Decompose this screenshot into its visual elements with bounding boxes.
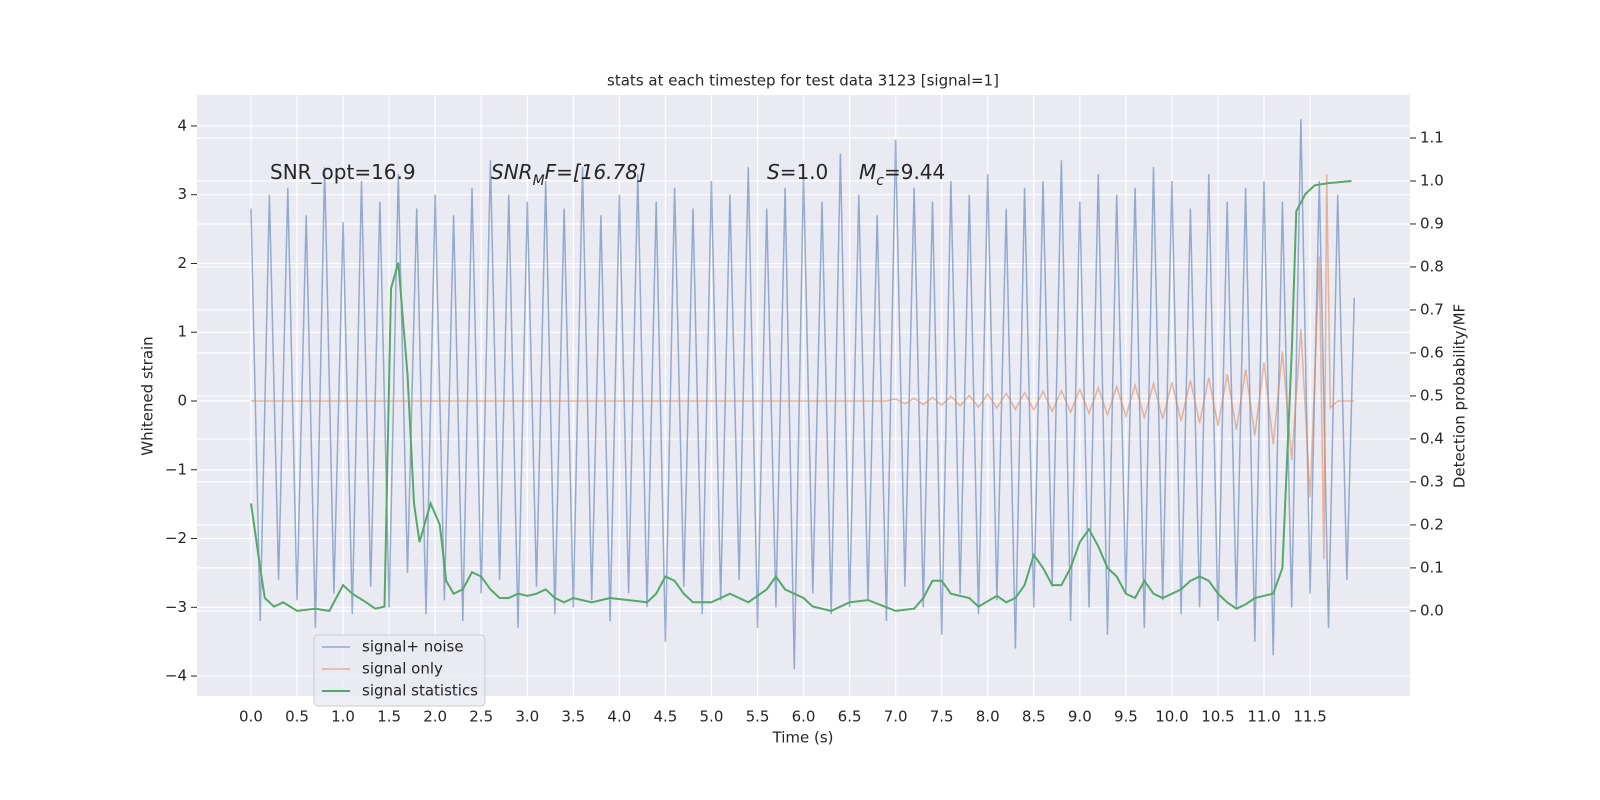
y-tick-label: −4 (165, 667, 187, 685)
annotation-part: =9.44 (884, 160, 945, 184)
x-tick-label: 0.5 (285, 708, 309, 726)
x-tick-label: 1.0 (331, 708, 355, 726)
y2-tick-label: 0.1 (1420, 558, 1444, 576)
x-tick-label: 6.5 (838, 708, 862, 726)
x-tick-label: 5.5 (746, 708, 770, 726)
y-tick-label: −1 (165, 460, 187, 478)
x-tick-label: 1.5 (377, 708, 401, 726)
x-tick-label: 4.0 (607, 708, 631, 726)
x-tick-label: 2.5 (469, 708, 493, 726)
annotation-part: S (767, 160, 780, 184)
y2-tick-label: 0.4 (1420, 429, 1444, 447)
y-axis-label: Whitened strain (139, 336, 157, 455)
legend (313, 634, 486, 707)
annotation-part: M (859, 160, 876, 184)
y-tick-label: −2 (165, 529, 187, 547)
y-tick-label: 0 (177, 392, 187, 410)
y2-tick-label: 0.9 (1420, 214, 1444, 232)
annotation: S=1.0 (767, 160, 828, 184)
y-tick-label: 4 (177, 116, 187, 134)
x-tick-label: 7.0 (884, 708, 908, 726)
annotation-part: SNR (491, 160, 533, 184)
x-tick-label: 10.5 (1201, 708, 1234, 726)
x-tick-label: 8.0 (976, 708, 1000, 726)
x-tick-label: 2.0 (423, 708, 447, 726)
y2-tick-label: 0.7 (1420, 300, 1444, 318)
annotation: SNRMF=[16.78] (491, 160, 646, 190)
y-tick-label: 2 (177, 254, 187, 272)
x-tick-label: 11.0 (1247, 708, 1280, 726)
annotation-part: =1.0 (780, 160, 829, 184)
x-tick-label: 5.0 (700, 708, 724, 726)
annotation-part: F=[16.78] (545, 160, 646, 184)
y2-tick-label: 0.0 (1420, 601, 1444, 619)
annotation: SNR_opt=16.9 (270, 160, 416, 184)
x-tick-label: 11.5 (1293, 708, 1326, 726)
annotation-part: M (533, 173, 545, 189)
legend-label: signal only (362, 660, 443, 678)
annotation-part: c (876, 173, 884, 189)
x-tick-label: 6.0 (792, 708, 816, 726)
series-line (250, 180, 1352, 612)
x-tick-label: 10.0 (1155, 708, 1188, 726)
x-tick-label: 8.5 (1022, 708, 1046, 726)
series-line (250, 119, 1356, 670)
x-tick-label: 3.5 (561, 708, 585, 726)
y2-tick-label: 0.3 (1420, 472, 1444, 490)
y2-tick-label: 0.2 (1420, 515, 1444, 533)
legend-label: signal+ noise (362, 638, 464, 656)
y-tick-label: 3 (177, 185, 187, 203)
y-tick-label: 1 (177, 323, 187, 341)
x-tick-label: 4.5 (653, 708, 677, 726)
annotation: Mc=9.44 (859, 160, 945, 190)
x-tick-label: 9.0 (1068, 708, 1092, 726)
y2-tick-label: 1.0 (1420, 171, 1444, 189)
y2-tick-label: 0.8 (1420, 257, 1444, 275)
y2-axis-label: Detection probability/MF (1451, 304, 1469, 488)
y-tick-label: −3 (165, 598, 187, 616)
y2-tick-label: 0.6 (1420, 343, 1444, 361)
series-line (251, 174, 1355, 560)
annotation-part: SNR_opt=16.9 (270, 160, 416, 184)
y2-tick-label: 0.5 (1420, 386, 1444, 404)
x-tick-label: 7.5 (930, 708, 954, 726)
x-tick-label: 3.0 (515, 708, 539, 726)
chart-title: stats at each timestep for test data 312… (607, 72, 999, 90)
x-tick-label: 0.0 (239, 708, 263, 726)
y2-tick-label: 1.1 (1420, 128, 1444, 146)
x-axis-label: Time (s) (772, 729, 834, 747)
legend-label: signal statistics (362, 682, 478, 700)
x-tick-label: 9.5 (1114, 708, 1138, 726)
